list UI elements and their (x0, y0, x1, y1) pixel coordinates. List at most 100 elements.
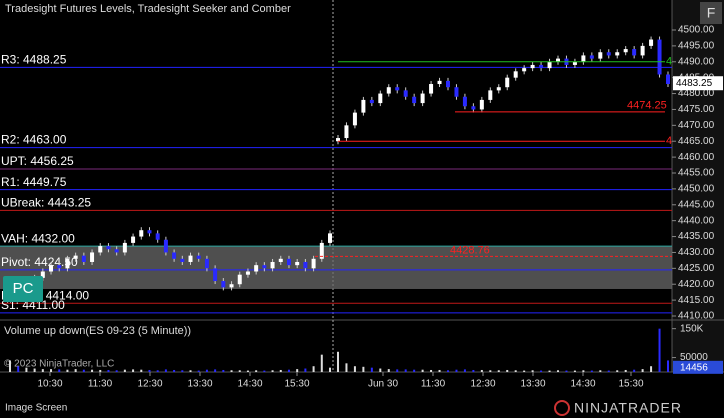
candle-body (147, 230, 152, 234)
volume-bar (404, 369, 407, 372)
candle-body (278, 258, 283, 262)
last-price-box (673, 76, 723, 91)
candle-body (303, 261, 308, 269)
volume-bar (438, 369, 441, 372)
pc-button-label[interactable]: PC (13, 280, 34, 297)
level-label: R1: 4449.75 (1, 175, 67, 189)
volume-bar (296, 369, 299, 372)
volume-bar (329, 367, 331, 372)
volume-bar (641, 369, 644, 372)
candle-body (496, 87, 501, 91)
candle-body (513, 71, 518, 78)
candle-body (180, 258, 185, 262)
x-tick-label: 13:30 (187, 379, 212, 390)
menu-button[interactable] (700, 2, 722, 24)
candle-body (412, 96, 417, 104)
candle-body (547, 61, 552, 69)
y-tick-label: 4430.00 (678, 247, 715, 258)
volume-bar (480, 369, 483, 372)
candle-body (420, 93, 425, 104)
volume-last: 14456 (680, 362, 708, 373)
candle-body (369, 99, 374, 104)
volume-bar (50, 369, 53, 372)
candle-body (65, 258, 70, 269)
volume-bar (99, 369, 102, 372)
volume-bar (263, 370, 266, 372)
y-tick-label: 4435.00 (678, 231, 715, 242)
volume-bar (33, 368, 36, 372)
volume-bar (565, 370, 568, 372)
volume-bar (255, 370, 258, 372)
volume-tick-label: 150K (680, 323, 704, 334)
chart-title: Tradesight Futures Levels, Tradesight Se… (5, 3, 291, 15)
x-tick-label: 15:30 (284, 379, 309, 390)
candle-body (114, 249, 119, 253)
volume-bar (582, 370, 585, 372)
candle-body (581, 55, 586, 62)
menu-button-label[interactable]: F (707, 5, 716, 21)
candle-body (98, 246, 103, 253)
volume-bar (312, 366, 315, 372)
candle-body (122, 242, 127, 253)
candle-body (172, 252, 177, 259)
x-tick-label: Jun 30 (368, 379, 398, 390)
candle-body (471, 106, 476, 110)
volume-bar (271, 370, 274, 372)
volume-bar (607, 370, 610, 372)
volume-bar (370, 367, 373, 372)
volume-bar (132, 369, 135, 372)
x-tick-label: 12:30 (470, 379, 495, 390)
y-tick-label: 4475.00 (678, 104, 715, 115)
candle-body (666, 74, 670, 85)
volume-bar (17, 366, 20, 372)
candle-body (446, 80, 450, 88)
volume-bar (650, 366, 653, 372)
y-tick-label: 4445.00 (678, 199, 715, 210)
candle-body (204, 258, 209, 269)
candle-body (319, 242, 324, 259)
volume-bar (222, 369, 225, 372)
chart-layer: 4500.004495.004490.004485.004480.004475.… (0, 25, 723, 390)
pc-button[interactable] (3, 276, 43, 302)
candle-body (262, 265, 267, 269)
candle-body (522, 68, 527, 72)
volume-bar (41, 369, 44, 372)
volume-bar (123, 369, 126, 372)
candle-body (344, 125, 349, 139)
volume-bar (140, 369, 143, 372)
y-tick-label: 4470.00 (678, 120, 715, 131)
copyright: © 2023 NinjaTrader, LLC (4, 359, 114, 370)
candle-body (589, 55, 594, 59)
y-tick-label: 4460.00 (678, 152, 715, 163)
volume-bar (489, 370, 492, 372)
volume-bar (115, 370, 118, 372)
candle-body (213, 268, 218, 282)
volume-bar (345, 363, 348, 372)
candle-body (598, 52, 603, 59)
volume-bar (181, 370, 184, 372)
level-label: R3: 4488.25 (1, 53, 67, 67)
candle-body (454, 87, 459, 97)
volume-bar (472, 369, 475, 372)
candle-body (57, 265, 62, 269)
y-tick-label: 4455.00 (678, 168, 715, 179)
candle-body (328, 233, 332, 243)
candle-body (73, 255, 78, 259)
volume-bar (557, 370, 559, 372)
candle-body (462, 96, 467, 107)
logo: NINJATRADER (574, 400, 682, 416)
volume-bar (387, 369, 390, 372)
candle-body (221, 281, 226, 288)
candle-body (479, 99, 484, 110)
volume-bar (246, 370, 249, 372)
y-tick-label: 4425.00 (678, 263, 715, 274)
volume-bar (9, 360, 11, 372)
logo-icon (554, 400, 570, 416)
candle-body (49, 265, 54, 272)
x-tick-label: 13:30 (520, 379, 545, 390)
target-label: 4428.76 (450, 244, 490, 256)
volume-bar (497, 370, 500, 372)
candle-body (245, 271, 250, 275)
candle-body (106, 246, 111, 250)
